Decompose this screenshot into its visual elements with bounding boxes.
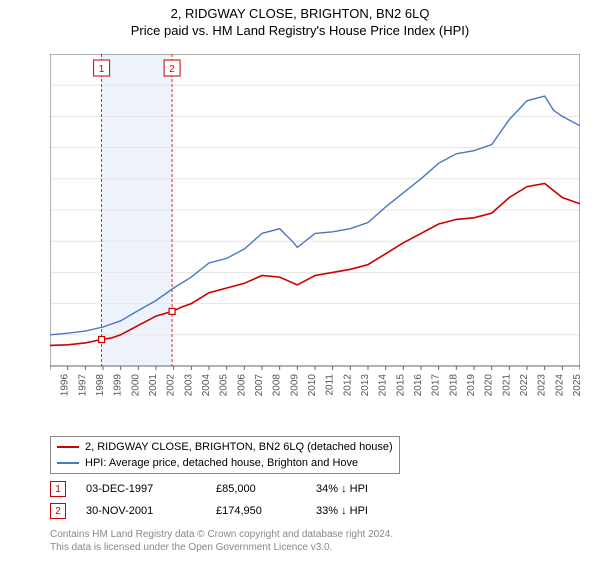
svg-text:2018: 2018 — [448, 374, 459, 397]
chart-canvas: £0£100K£200K£300K£400K£500K£600K£700K£80… — [50, 54, 580, 394]
sale-row: 1 03-DEC-1997£85,00034% ↓ HPI — [50, 478, 436, 500]
footnote-line: This data is licensed under the Open Gov… — [50, 541, 393, 554]
legend-label: 2, RIDGWAY CLOSE, BRIGHTON, BN2 6LQ (det… — [85, 441, 393, 453]
sale-row: 2 30-NOV-2001£174,95033% ↓ HPI — [50, 500, 436, 522]
svg-text:2016: 2016 — [413, 374, 424, 397]
svg-text:2003: 2003 — [183, 374, 194, 397]
svg-text:1995: 1995 — [50, 374, 53, 397]
svg-text:2008: 2008 — [272, 374, 283, 397]
legend-swatch — [57, 462, 79, 464]
svg-text:2015: 2015 — [395, 374, 406, 397]
svg-text:2010: 2010 — [307, 374, 318, 397]
svg-text:1997: 1997 — [77, 374, 88, 397]
svg-text:2021: 2021 — [501, 374, 512, 397]
svg-text:2007: 2007 — [254, 374, 265, 397]
legend-swatch — [57, 446, 79, 448]
sale-marker-number: 2 — [50, 503, 66, 519]
legend: 2, RIDGWAY CLOSE, BRIGHTON, BN2 6LQ (det… — [50, 436, 400, 474]
svg-text:2005: 2005 — [219, 374, 230, 397]
svg-text:1996: 1996 — [60, 374, 71, 397]
svg-text:1998: 1998 — [95, 374, 106, 397]
svg-text:2020: 2020 — [484, 374, 495, 397]
sales-table: 1 03-DEC-1997£85,00034% ↓ HPI 2 30-NOV-2001… — [50, 478, 436, 522]
svg-text:2004: 2004 — [201, 374, 212, 397]
sale-price: £174,950 — [216, 505, 316, 517]
svg-text:2011: 2011 — [325, 374, 336, 396]
svg-text:2006: 2006 — [236, 374, 247, 397]
svg-text:2022: 2022 — [519, 374, 530, 397]
footnote-line: Contains HM Land Registry data © Crown c… — [50, 528, 393, 541]
svg-text:1: 1 — [99, 64, 105, 75]
svg-text:2001: 2001 — [148, 374, 159, 397]
svg-text:2017: 2017 — [431, 374, 442, 397]
sale-date: 03-DEC-1997 — [86, 483, 216, 495]
svg-text:2: 2 — [169, 64, 175, 75]
svg-text:1999: 1999 — [113, 374, 124, 397]
svg-text:2012: 2012 — [342, 374, 353, 397]
legend-row: 2, RIDGWAY CLOSE, BRIGHTON, BN2 6LQ (det… — [57, 439, 393, 455]
svg-text:2009: 2009 — [289, 374, 300, 397]
line-chart-svg: £0£100K£200K£300K£400K£500K£600K£700K£80… — [50, 54, 580, 414]
svg-text:2013: 2013 — [360, 374, 371, 397]
svg-text:2000: 2000 — [130, 374, 141, 397]
svg-text:2014: 2014 — [378, 374, 389, 397]
sale-date: 30-NOV-2001 — [86, 505, 216, 517]
chart-subtitle: Price paid vs. HM Land Registry's House … — [0, 23, 600, 38]
sale-diff: 33% ↓ HPI — [316, 505, 436, 517]
sale-price: £85,000 — [216, 483, 316, 495]
svg-text:2023: 2023 — [537, 374, 548, 397]
svg-text:2024: 2024 — [554, 374, 565, 397]
legend-label: HPI: Average price, detached house, Brig… — [85, 457, 358, 469]
chart-title: 2, RIDGWAY CLOSE, BRIGHTON, BN2 6LQ — [0, 6, 600, 21]
sale-marker-number: 1 — [50, 481, 66, 497]
footnote: Contains HM Land Registry data © Crown c… — [50, 528, 393, 554]
svg-text:2002: 2002 — [166, 374, 177, 397]
sale-diff: 34% ↓ HPI — [316, 483, 436, 495]
legend-row: HPI: Average price, detached house, Brig… — [57, 455, 393, 471]
svg-text:2019: 2019 — [466, 374, 477, 397]
svg-text:2025: 2025 — [572, 374, 580, 397]
